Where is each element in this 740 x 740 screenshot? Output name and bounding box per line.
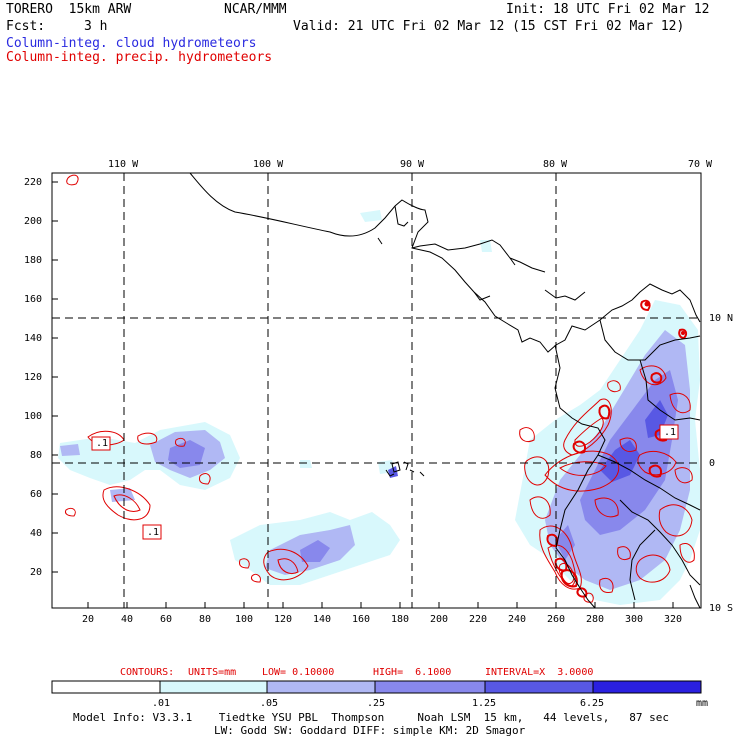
- colorbar-bin-4: [374, 680, 486, 694]
- x-tick-label: 20: [82, 614, 95, 625]
- y-tick-label: 160: [24, 294, 43, 305]
- x-tick-label: 220: [469, 614, 488, 625]
- y-tick-label: 220: [24, 177, 43, 188]
- lon-label-90w: 90 W: [400, 159, 425, 170]
- x-tick-label: 120: [274, 614, 293, 625]
- y-tick-label: 60: [30, 489, 43, 500]
- colorbar-unit: mm: [696, 698, 709, 709]
- latlon-grid: [52, 173, 701, 608]
- contour-info-interval: INTERVAL=X 3.0000: [485, 667, 594, 678]
- cloud-shading: [58, 210, 700, 605]
- x-tick-label: 80: [199, 614, 212, 625]
- forecast-hour: 3 h: [84, 19, 108, 34]
- lon-label-80w: 80 W: [543, 159, 568, 170]
- contour-labels: [91, 424, 679, 540]
- lon-label-110w: 110 W: [108, 159, 139, 170]
- y-axis-ticks: [52, 181, 58, 573]
- center-title: NCAR/MMM: [224, 2, 287, 17]
- contour-info-low: LOW= 0.10000: [262, 667, 335, 678]
- colorbar-label: .01: [152, 698, 171, 709]
- lat-label-0: 0: [709, 458, 716, 469]
- x-axis-ticks: [87, 602, 674, 608]
- x-tick-label: 180: [391, 614, 410, 625]
- x-tick-label: 260: [547, 614, 566, 625]
- lon-label-70w: 70 W: [688, 159, 713, 170]
- x-tick-label: 40: [121, 614, 134, 625]
- lat-label-10n: 10 N: [709, 313, 734, 324]
- x-tick-label: 280: [586, 614, 605, 625]
- colorbar-label: 6.25: [580, 698, 605, 709]
- x-tick-label: 60: [160, 614, 173, 625]
- x-tick-label: 100: [235, 614, 254, 625]
- x-tick-label: 140: [313, 614, 332, 625]
- colorbar-label: .25: [367, 698, 386, 709]
- colorbar-bin-3: [266, 680, 376, 694]
- x-tick-label: 160: [352, 614, 371, 625]
- contour-info-high: HIGH= 6.1000: [373, 667, 452, 678]
- precip-field-title: Column-integ. precip. hydrometeors: [6, 50, 273, 65]
- y-tick-label: 80: [30, 450, 43, 461]
- y-tick-label: 120: [24, 372, 43, 383]
- model-title: TORERO 15km ARW: [6, 2, 132, 17]
- colorbar-bin-6: [592, 680, 702, 694]
- y-tick-label: 100: [24, 411, 43, 422]
- contour-info-label: CONTOURS:: [120, 667, 175, 678]
- y-tick-label: 140: [24, 333, 43, 344]
- contour-label: .1: [147, 527, 160, 538]
- precip-cores: [546, 299, 688, 598]
- init-time: Init: 18 UTC Fri 02 Mar 12: [506, 2, 710, 17]
- contour-label: .1: [664, 427, 677, 438]
- y-tick-label: 200: [24, 216, 43, 227]
- colorbar: [51, 680, 702, 694]
- forecast-label: Fcst:: [6, 19, 46, 34]
- cloud-field-title: Column-integ. cloud hydrometeors: [6, 36, 257, 51]
- contour-label: .1: [96, 438, 109, 449]
- x-tick-label: 240: [508, 614, 527, 625]
- x-tick-label: 200: [430, 614, 449, 625]
- y-tick-label: 40: [30, 528, 43, 539]
- contour-info-units: UNITS=mm: [188, 667, 237, 678]
- colorbar-label: 1.25: [472, 698, 497, 709]
- y-tick-label: 180: [24, 255, 43, 266]
- lon-label-100w: 100 W: [253, 159, 284, 170]
- model-info-line-2: LW: Godd SW: Goddard DIFF: simple KM: 2D…: [214, 724, 526, 737]
- colorbar-bin-2: [159, 680, 268, 694]
- lat-label-10s: 10 S: [709, 603, 734, 614]
- colorbar-bin-1: [51, 680, 161, 694]
- precip-max-dots: [644, 301, 685, 335]
- x-tick-label: 320: [664, 614, 683, 625]
- model-info-line-1: Model Info: V3.3.1 Tiedtke YSU PBL Thomp…: [73, 711, 670, 724]
- colorbar-label: .05: [260, 698, 279, 709]
- y-tick-label: 20: [30, 567, 43, 578]
- colorbar-bin-5: [484, 680, 594, 694]
- valid-time: Valid: 21 UTC Fri 02 Mar 12 (15 CST Fri …: [293, 19, 685, 34]
- x-tick-label: 300: [625, 614, 644, 625]
